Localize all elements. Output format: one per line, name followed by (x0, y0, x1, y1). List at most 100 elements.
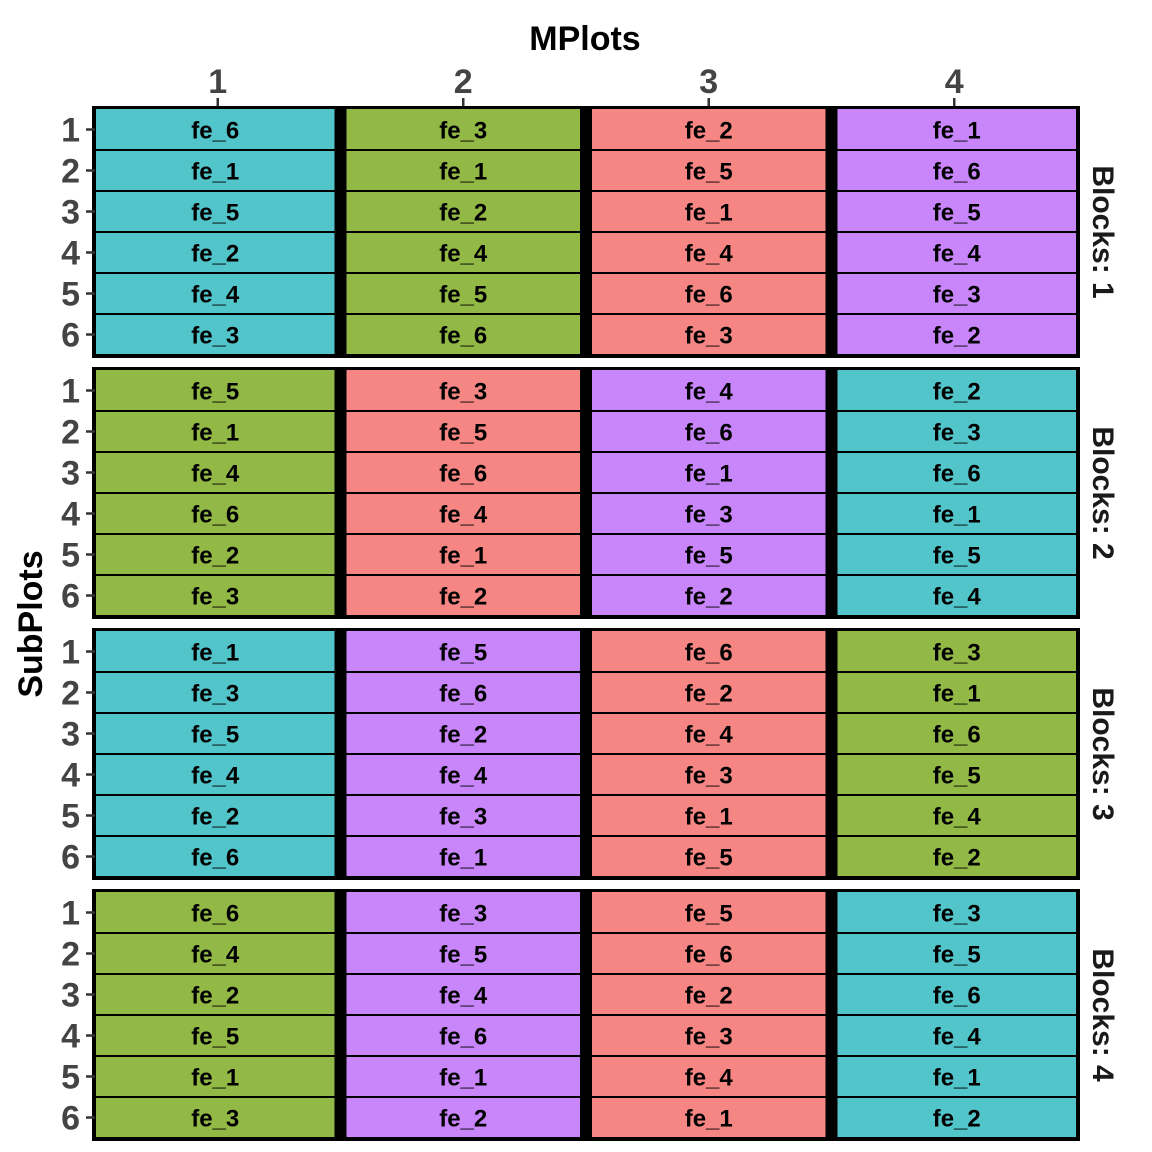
x-axis-title: MPlots (529, 20, 640, 58)
y-tick-label: 1 (61, 112, 80, 150)
plot-cell (592, 975, 826, 1014)
plot-cell-label: fe_1 (933, 118, 981, 145)
plot-cell-label: fe_1 (933, 502, 981, 529)
plot-cell (346, 274, 580, 313)
x-tick-label: 4 (945, 63, 964, 101)
plot-cell (592, 453, 826, 492)
y-tick-label: 5 (61, 276, 80, 314)
plot-cell-label: fe_5 (933, 200, 981, 227)
plot-cell-label: fe_2 (933, 323, 981, 350)
plot-cell-label: fe_2 (933, 379, 981, 406)
y-tick-label: 2 (61, 675, 80, 713)
plot-cell-label: fe_1 (439, 1065, 487, 1092)
y-tick-label: 1 (61, 895, 80, 933)
y-tick-label: 5 (61, 798, 80, 836)
plot-cell-label: fe_5 (191, 200, 239, 227)
plot-cell-label: fe_4 (933, 241, 982, 268)
plot-cell (837, 494, 1076, 533)
plot-cell-label: fe_5 (191, 722, 239, 749)
plot-cell (346, 192, 580, 231)
y-tick-label: 6 (61, 839, 80, 877)
plot-cell (837, 673, 1076, 712)
plot-cell (592, 1016, 826, 1055)
plot-cell-label: fe_6 (191, 502, 239, 529)
plot-cell (346, 494, 580, 533)
facet-strip-label: Blocks: 4 (1086, 948, 1119, 1082)
plot-cell (837, 975, 1076, 1014)
plot-cell-label: fe_5 (439, 942, 487, 969)
plot-cell (592, 315, 826, 354)
plot-cell-label: fe_6 (685, 640, 733, 667)
plot-cell-label: fe_1 (933, 1065, 981, 1092)
plot-cell-label: fe_1 (191, 1065, 239, 1092)
plot-cell (96, 755, 335, 794)
y-tick-label: 6 (61, 1100, 80, 1138)
y-tick-label: 3 (61, 977, 80, 1015)
plot-cell (837, 755, 1076, 794)
plot-cell-label: fe_3 (933, 901, 981, 928)
plot-cell (346, 714, 580, 753)
plot-cell-label: fe_3 (439, 379, 487, 406)
plot-cell (346, 755, 580, 794)
plot-cell (96, 535, 335, 574)
plot-cell (346, 975, 580, 1014)
plot-cell (96, 192, 335, 231)
plot-cell (837, 1057, 1076, 1096)
plot-cell (96, 631, 335, 671)
plot-cell (837, 796, 1076, 835)
plot-cell-label: fe_5 (191, 1024, 239, 1051)
plot-cell (96, 1098, 335, 1137)
plot-cell-label: fe_2 (685, 118, 733, 145)
plot-cell-label: fe_2 (439, 722, 487, 749)
plot-cell (96, 274, 335, 313)
plot-cell (837, 151, 1076, 190)
plot-cell-label: fe_2 (439, 200, 487, 227)
plot-cell-label: fe_1 (685, 804, 733, 831)
y-tick-label: 1 (61, 634, 80, 672)
plot-cell-label: fe_3 (685, 763, 733, 790)
plot-cell (592, 494, 826, 533)
plot-cell-label: fe_3 (191, 1106, 239, 1133)
plot-cell (346, 370, 580, 410)
plot-cell (346, 412, 580, 451)
plot-cell-label: fe_1 (439, 543, 487, 570)
plot-cell-label: fe_6 (933, 461, 981, 488)
plot-cell (346, 233, 580, 272)
plot-cell-label: fe_6 (933, 159, 981, 186)
y-tick-label: 5 (61, 537, 80, 575)
plot-cell-label: fe_6 (933, 983, 981, 1010)
plot-cell-label: fe_6 (933, 722, 981, 749)
plot-cell-label: fe_4 (191, 763, 240, 790)
plot-cell-label: fe_3 (933, 282, 981, 309)
plot-cell-label: fe_4 (191, 461, 240, 488)
plot-cell (346, 151, 580, 190)
plot-cell (837, 453, 1076, 492)
plot-cell (96, 673, 335, 712)
plot-cell-label: fe_4 (933, 584, 982, 611)
plot-cell-label: fe_5 (191, 379, 239, 406)
y-tick-label: 4 (61, 235, 80, 273)
plot-cell (592, 1098, 826, 1137)
plot-cell (96, 370, 335, 410)
plot-cell-label: fe_4 (685, 1065, 734, 1092)
y-tick-label: 4 (61, 1018, 80, 1056)
x-tick-label: 1 (208, 63, 227, 101)
plot-cell (837, 274, 1076, 313)
plot-cell-label: fe_5 (933, 942, 981, 969)
plot-cell (837, 714, 1076, 753)
plot-cell (346, 576, 580, 615)
plot-cell (592, 412, 826, 451)
plot-cell-label: fe_4 (685, 241, 734, 268)
y-tick-label: 6 (61, 317, 80, 355)
plot-cell (346, 796, 580, 835)
plot-cell-label: fe_2 (933, 1106, 981, 1133)
plot-cell-label: fe_6 (439, 323, 487, 350)
plot-cell-label: fe_2 (191, 983, 239, 1010)
panels: fe_6 fe_1 fe_5 fe_2 fe_4 fe_3 fe_3 fe_1 fe_2 fe_4… (61, 106, 1119, 1141)
x-tick-label: 2 (454, 63, 473, 101)
plot-cell (346, 535, 580, 574)
plot-cell (96, 453, 335, 492)
plot-cell (592, 934, 826, 973)
plot-cell (592, 892, 826, 932)
y-tick-label: 6 (61, 578, 80, 616)
